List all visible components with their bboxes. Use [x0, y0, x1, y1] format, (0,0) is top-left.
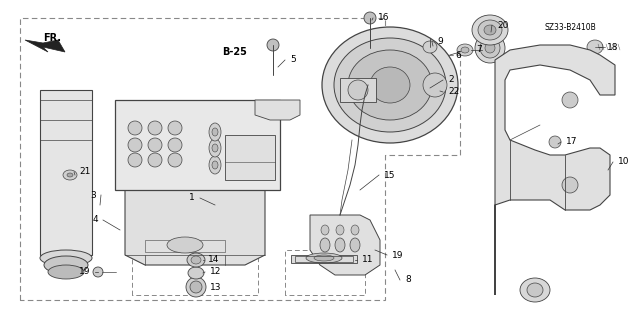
- Ellipse shape: [549, 136, 561, 148]
- Ellipse shape: [212, 161, 218, 169]
- Text: 8: 8: [405, 276, 411, 285]
- Ellipse shape: [212, 128, 218, 136]
- Ellipse shape: [351, 225, 359, 235]
- Ellipse shape: [148, 138, 162, 152]
- Bar: [40, 90, 92, 255]
- Bar: [295, 256, 353, 262]
- Ellipse shape: [370, 67, 410, 103]
- Text: 7: 7: [476, 46, 482, 55]
- Ellipse shape: [148, 121, 162, 135]
- Text: 1: 1: [189, 194, 195, 203]
- Ellipse shape: [322, 27, 458, 143]
- Text: 4: 4: [92, 216, 98, 225]
- Text: 2: 2: [448, 76, 454, 85]
- Ellipse shape: [168, 153, 182, 167]
- Ellipse shape: [457, 44, 473, 56]
- Text: 14: 14: [208, 256, 220, 264]
- Ellipse shape: [148, 153, 162, 167]
- Text: 6: 6: [455, 50, 461, 60]
- Bar: [115, 100, 280, 190]
- Ellipse shape: [587, 40, 603, 54]
- Ellipse shape: [364, 12, 376, 24]
- Ellipse shape: [128, 153, 142, 167]
- Ellipse shape: [320, 238, 330, 252]
- Polygon shape: [255, 100, 300, 120]
- Ellipse shape: [485, 43, 495, 53]
- Text: 5: 5: [290, 56, 296, 64]
- Ellipse shape: [306, 253, 342, 263]
- Ellipse shape: [562, 177, 578, 193]
- Ellipse shape: [334, 38, 446, 132]
- Ellipse shape: [336, 225, 344, 235]
- Ellipse shape: [475, 33, 505, 63]
- Text: 20: 20: [497, 20, 508, 29]
- Text: 9: 9: [437, 38, 443, 47]
- Ellipse shape: [48, 265, 84, 279]
- Text: 21: 21: [79, 167, 90, 176]
- Ellipse shape: [128, 138, 142, 152]
- Polygon shape: [125, 190, 265, 265]
- Text: 3: 3: [90, 190, 96, 199]
- Text: FR.: FR.: [43, 33, 61, 43]
- Ellipse shape: [314, 255, 334, 261]
- Ellipse shape: [520, 278, 550, 302]
- Polygon shape: [291, 255, 357, 263]
- Text: 19: 19: [392, 250, 403, 259]
- Ellipse shape: [44, 256, 88, 274]
- Text: 15: 15: [384, 170, 396, 180]
- Ellipse shape: [423, 73, 447, 97]
- Text: 11: 11: [362, 256, 374, 264]
- Ellipse shape: [190, 281, 202, 293]
- Text: 13: 13: [210, 283, 221, 292]
- Text: 10: 10: [618, 158, 630, 167]
- Polygon shape: [25, 40, 65, 52]
- Ellipse shape: [350, 238, 360, 252]
- Ellipse shape: [527, 283, 543, 297]
- Bar: [145, 240, 225, 252]
- Ellipse shape: [67, 173, 73, 177]
- Ellipse shape: [128, 121, 142, 135]
- Text: B-25: B-25: [223, 47, 248, 57]
- Ellipse shape: [267, 39, 279, 51]
- Ellipse shape: [186, 277, 206, 297]
- Polygon shape: [495, 45, 615, 295]
- Ellipse shape: [472, 15, 508, 45]
- Ellipse shape: [335, 238, 345, 252]
- Ellipse shape: [480, 38, 500, 58]
- Ellipse shape: [168, 138, 182, 152]
- Ellipse shape: [461, 47, 469, 53]
- Ellipse shape: [209, 156, 221, 174]
- Ellipse shape: [93, 267, 103, 277]
- Ellipse shape: [484, 25, 496, 35]
- Ellipse shape: [423, 41, 437, 53]
- Ellipse shape: [562, 92, 578, 108]
- Ellipse shape: [209, 123, 221, 141]
- Ellipse shape: [168, 121, 182, 135]
- Ellipse shape: [212, 144, 218, 152]
- Text: 17: 17: [566, 137, 577, 146]
- Bar: [225, 135, 275, 180]
- Ellipse shape: [321, 225, 329, 235]
- Ellipse shape: [188, 267, 204, 279]
- Text: SZ33-B2410B: SZ33-B2410B: [544, 24, 596, 33]
- Text: 16: 16: [378, 13, 390, 23]
- Text: 22: 22: [448, 87, 460, 97]
- Ellipse shape: [40, 250, 92, 266]
- Ellipse shape: [348, 80, 368, 100]
- Polygon shape: [310, 215, 380, 275]
- Text: 12: 12: [210, 268, 221, 277]
- Bar: [340, 78, 376, 102]
- Ellipse shape: [478, 20, 502, 40]
- Ellipse shape: [167, 237, 203, 253]
- Ellipse shape: [63, 170, 77, 180]
- Text: 18: 18: [607, 42, 618, 51]
- Ellipse shape: [348, 50, 432, 120]
- Ellipse shape: [209, 139, 221, 157]
- Text: 19: 19: [79, 268, 90, 277]
- Ellipse shape: [187, 253, 205, 267]
- Ellipse shape: [191, 256, 201, 264]
